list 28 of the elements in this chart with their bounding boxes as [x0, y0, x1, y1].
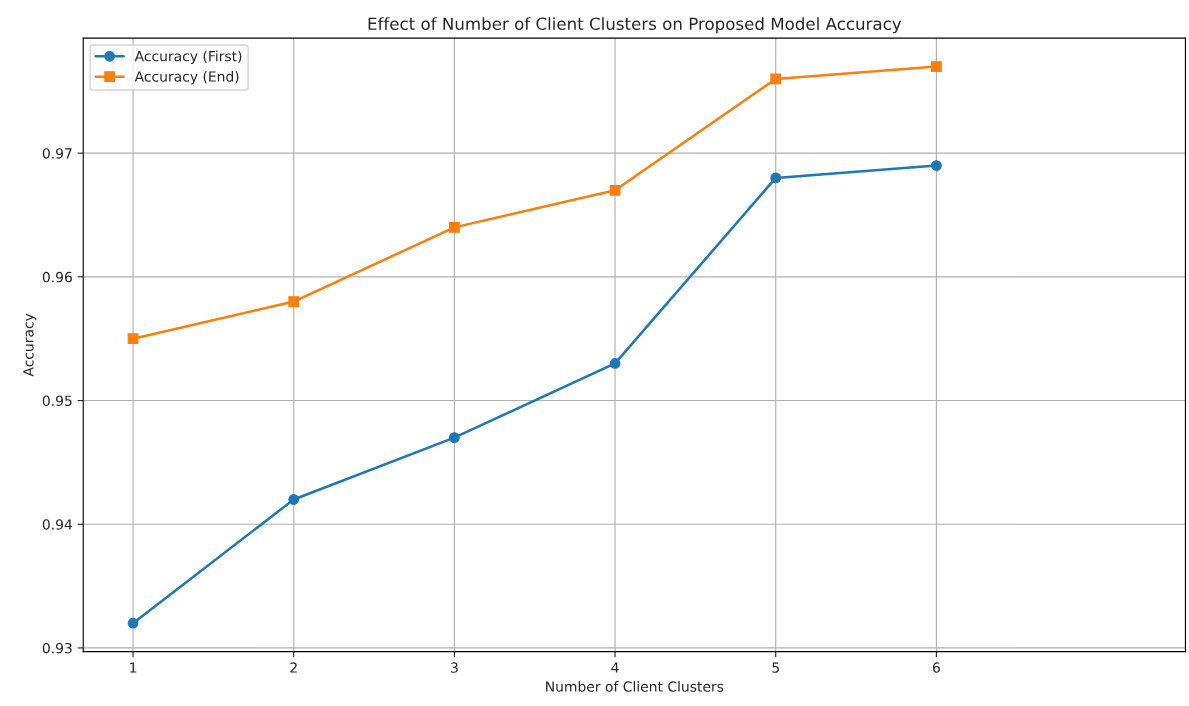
point: [288, 494, 300, 505]
point: [931, 61, 942, 72]
chart-title: Effect of Number of Client Clusters on Proposed Model Accuracy: [368, 17, 902, 34]
point: [931, 160, 942, 171]
x-tick-label: 6: [932, 662, 940, 673]
x-tick-label: 3: [451, 662, 458, 673]
point: [609, 184, 621, 196]
y-tick-label: 0.96: [42, 271, 72, 283]
point: [609, 358, 621, 369]
y-tick-label: 0.93: [42, 642, 72, 654]
point: [288, 296, 300, 307]
legend-label: Accuracy (End): [134, 71, 239, 85]
point: [127, 617, 139, 629]
point: [127, 333, 139, 345]
point: [449, 221, 460, 233]
point: [449, 432, 460, 444]
x-tick-label: 4: [611, 662, 619, 673]
point: [770, 73, 782, 85]
y-tick-label: 0.94: [42, 519, 73, 530]
y-axis-title: Accuracy: [23, 313, 37, 377]
y-tick-label: 0.97: [42, 148, 72, 159]
y-tick-label: 0.95: [42, 395, 72, 407]
legend-label: Accuracy (First): [134, 50, 242, 65]
x-tick-label: 1: [130, 662, 137, 673]
point: [770, 172, 782, 184]
x-tick-label: 2: [290, 662, 297, 673]
x-tick-label: 5: [772, 662, 779, 673]
x-axis-title: Number of Client Clusters: [546, 681, 724, 692]
